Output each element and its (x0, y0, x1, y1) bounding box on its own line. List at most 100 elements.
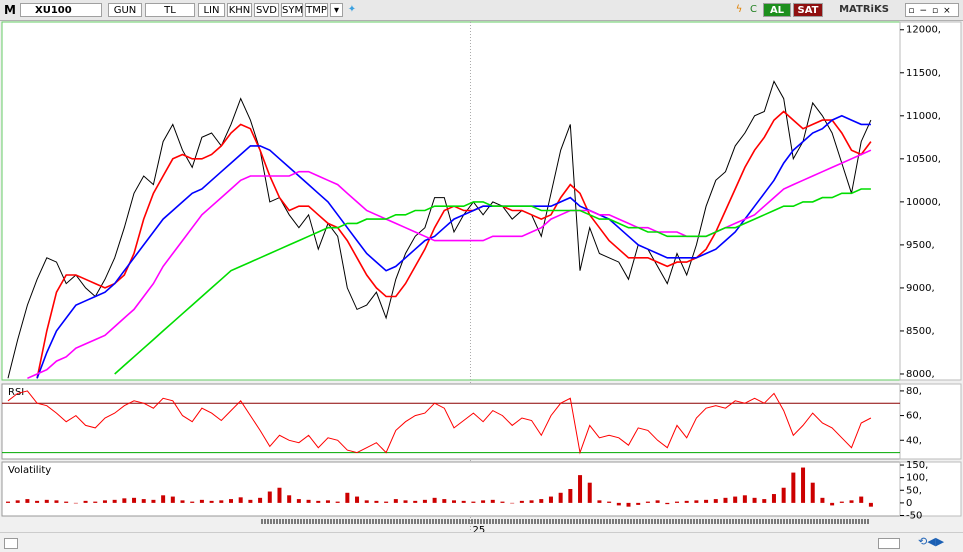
bar (791, 472, 796, 503)
series-line (7, 80, 872, 379)
bar (626, 502, 631, 507)
bar (607, 501, 612, 503)
bar (490, 499, 495, 503)
y-tick-label: 11000, (906, 111, 941, 122)
bar (568, 489, 573, 503)
bar (519, 500, 524, 503)
y-tick-label: 10500, (906, 154, 941, 165)
bar (830, 502, 835, 506)
bar (161, 495, 166, 503)
bar (170, 496, 175, 503)
bar (248, 499, 253, 503)
bar (587, 482, 592, 503)
bar (25, 499, 30, 503)
y-tick-label: 9000, (906, 283, 935, 294)
y-tick-label: 9500, (906, 240, 935, 251)
bar (694, 500, 699, 503)
bar (801, 467, 806, 503)
flash-icon[interactable]: ϟ (735, 4, 743, 15)
bar (151, 499, 156, 503)
bar (238, 497, 243, 503)
bar (209, 500, 214, 503)
bar (859, 496, 864, 503)
bar (6, 501, 10, 503)
bar (102, 500, 107, 503)
bar (73, 502, 78, 504)
series-line (27, 149, 872, 380)
toolbar-button[interactable]: TMP (305, 3, 328, 17)
y-tick-label: 12000, (906, 25, 941, 36)
y-tick-label: 8500, (906, 326, 935, 337)
series-line (7, 390, 872, 455)
bar (733, 496, 738, 503)
bar (810, 482, 815, 503)
bar (742, 495, 747, 503)
refresh-icon[interactable]: C (750, 4, 757, 15)
bar (15, 500, 20, 503)
sell-button[interactable]: SAT (793, 3, 823, 17)
y-tick-label: 150, (906, 460, 928, 471)
bar (355, 496, 360, 503)
chart: 12000, 11500, 11000, 10500, 10000, 9500, 9000,… (1, 21, 962, 536)
dropdown[interactable]: ▾ (330, 3, 343, 17)
scroll-left[interactable] (4, 538, 18, 549)
panel-title: Volatility (8, 465, 51, 476)
y-tick-label: 0 (906, 498, 912, 509)
bar (752, 497, 757, 503)
bar (54, 500, 59, 503)
bar (122, 498, 127, 503)
y-tick-label: 11500, (906, 68, 941, 79)
bar (839, 501, 844, 503)
toolbar-button[interactable]: SYM (281, 3, 304, 17)
bar (374, 500, 379, 503)
toolbar-button[interactable]: KHN (227, 3, 252, 17)
y-tick-label: 60, (906, 411, 922, 422)
scroll-right[interactable] (878, 538, 900, 549)
bar (452, 500, 456, 503)
bar (471, 501, 476, 503)
bar (558, 492, 563, 503)
bar (529, 500, 534, 503)
series-line (36, 114, 871, 379)
menu-button[interactable]: M (4, 3, 16, 17)
x-tick-label: 25 (472, 525, 485, 536)
bar (316, 500, 321, 503)
window-buttons[interactable]: ▫−▫× (905, 3, 959, 17)
toolbar-button[interactable]: LIN (198, 3, 225, 17)
panel (1, 461, 901, 517)
bar (325, 500, 330, 503)
bar (296, 499, 301, 503)
bar (597, 500, 602, 503)
buy-button[interactable]: AL (763, 3, 791, 17)
bar (384, 501, 389, 503)
nav-buttons[interactable]: ⟲◀▶ (918, 535, 945, 548)
symbol-box[interactable]: XU100 (20, 3, 102, 17)
bar (636, 502, 641, 505)
twitter-icon[interactable]: ✦ (347, 4, 357, 15)
bar (44, 499, 49, 503)
bar (723, 497, 728, 503)
bar (403, 500, 408, 503)
bar (141, 499, 146, 503)
bar (510, 502, 515, 504)
bar (267, 491, 272, 503)
bar (422, 499, 427, 503)
toolbar-button[interactable]: TL (145, 3, 195, 17)
brand: MATRiKS (839, 4, 889, 15)
bar (335, 501, 340, 503)
bar (665, 502, 670, 505)
bar (481, 500, 486, 503)
bar (762, 499, 767, 503)
toolbar-button[interactable]: SVD (254, 3, 279, 17)
bar (93, 501, 98, 503)
scrollbar[interactable]: ⟲◀▶ (0, 532, 963, 552)
series-line (114, 188, 871, 375)
bar (868, 502, 873, 507)
bar (849, 500, 854, 503)
bar (287, 495, 292, 503)
toolbar-button[interactable]: GUN (108, 3, 142, 17)
bar (180, 500, 185, 503)
y-tick-label: 40, (906, 435, 922, 446)
bar (199, 499, 204, 503)
